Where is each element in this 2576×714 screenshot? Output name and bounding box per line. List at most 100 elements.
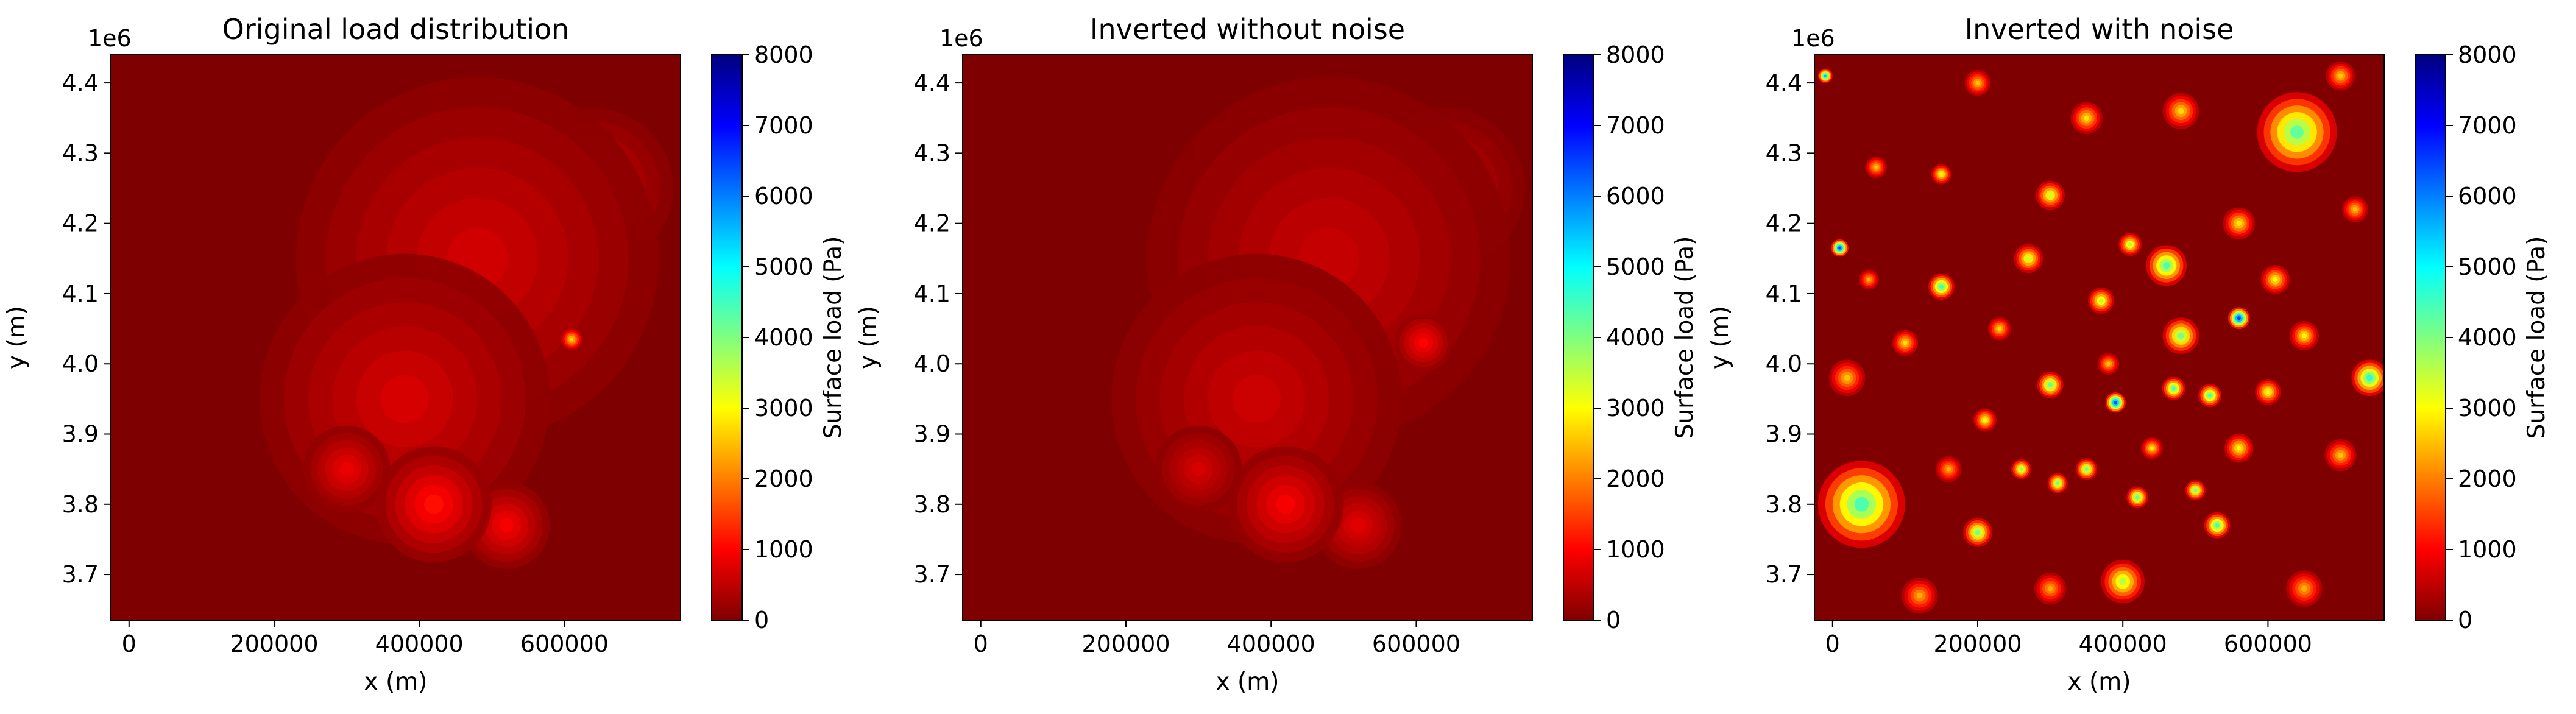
load-feature-ring	[2178, 333, 2184, 339]
colorbar	[711, 54, 743, 621]
x-axis-label: x (m)	[364, 668, 428, 696]
x-tick-label: 200000	[1081, 631, 1170, 657]
x-tick-label: 400000	[375, 631, 464, 657]
colorbar-tick-label: 8000	[2458, 41, 2517, 68]
load-feature-ring	[1351, 518, 1366, 533]
colorbar-tick-label: 2000	[2458, 465, 2517, 492]
load-feature-ring	[339, 462, 355, 477]
colorbar-label: Surface load (Pa)	[819, 236, 847, 439]
load-feature	[2227, 307, 2250, 330]
load-feature-ring	[2119, 578, 2127, 585]
y-tick-label: 4.0	[62, 350, 99, 377]
load-feature-ring	[2150, 446, 2154, 450]
colorbar-tick-label: 7000	[2458, 112, 2517, 139]
y-tick-label: 4.3	[1766, 140, 1802, 166]
y-tick-label: 3.7	[914, 561, 950, 588]
y-tick-label: 4.2	[914, 210, 950, 237]
load-feature	[2011, 459, 2032, 479]
colorbar-tick-label: 8000	[1606, 41, 1665, 68]
load-feature	[2162, 93, 2199, 130]
load-feature	[1973, 408, 1997, 432]
load-feature	[1831, 239, 1849, 257]
load-feature-ring	[2163, 262, 2170, 269]
chart-title: Original load distribution	[222, 13, 570, 46]
axes-frame	[1814, 54, 2385, 621]
colorbar	[1563, 54, 1594, 621]
load-feature	[2162, 376, 2185, 400]
load-feature	[2324, 439, 2357, 472]
heatmap-field	[1817, 61, 2384, 614]
load-feature	[2204, 512, 2231, 539]
load-feature	[1817, 461, 1905, 548]
load-feature	[2105, 392, 2126, 413]
load-feature-ring	[1824, 74, 1827, 77]
load-feature	[1931, 164, 1952, 185]
y-tick-label: 4.1	[62, 280, 99, 307]
colorbar-tick-label: 6000	[1606, 183, 1665, 210]
load-feature-ring	[380, 375, 430, 423]
colorbar-tick-label: 4000	[754, 324, 813, 351]
colorbar-tick-label: 7000	[754, 112, 813, 139]
load-feature-ring	[1997, 327, 2001, 331]
load-feature-ring	[1276, 494, 1295, 514]
load-feature	[2097, 353, 2120, 375]
y-offset-label: 1e6	[1791, 25, 1835, 52]
load-feature-ring	[1946, 467, 1951, 472]
y-tick-label: 3.8	[62, 491, 99, 518]
load-feature	[1892, 330, 1919, 356]
colorbar-tick-label: 0	[2458, 607, 2472, 634]
load-feature	[1817, 68, 1833, 83]
load-feature	[2118, 233, 2142, 256]
load-feature-ring	[2171, 386, 2176, 391]
load-feature-ring	[2237, 316, 2241, 320]
load-feature	[2198, 384, 2222, 408]
load-feature-ring	[424, 494, 444, 514]
x-tick-label: 600000	[2224, 631, 2312, 657]
y-axis-label: y (m)	[855, 306, 882, 369]
heatmap-field	[1111, 77, 1526, 569]
y-tick-label: 4.3	[62, 140, 99, 166]
load-feature	[2047, 473, 2068, 493]
load-feature-ring	[1903, 341, 1908, 345]
load-feature-ring	[499, 518, 514, 533]
load-feature-ring	[1838, 246, 1842, 250]
load-feature-ring	[2047, 585, 2053, 592]
load-feature	[2223, 207, 2255, 239]
x-tick-label: 600000	[520, 631, 609, 657]
colorbar-tick-label: 3000	[1606, 395, 1665, 422]
load-feature	[1858, 269, 1880, 290]
load-feature-ring	[1975, 80, 1980, 85]
colorbar-tick-label: 0	[754, 607, 769, 634]
chart-panel-2: 0 200000 400000 600000 3.7 3.8 3.9 4.0 4.1 4.2 4.3…	[855, 13, 1699, 696]
load-feature-ring	[2215, 523, 2220, 528]
load-feature	[375, 446, 492, 563]
y-offset-label: 1e6	[939, 25, 983, 52]
load-feature-ring	[2301, 585, 2307, 592]
load-feature-ring	[2106, 362, 2111, 366]
load-feature	[2290, 321, 2319, 350]
y-tick-label: 4.3	[914, 140, 950, 166]
y-tick-label: 3.7	[1766, 561, 1802, 588]
colorbar-tick-label: 4000	[2458, 324, 2517, 351]
y-tick-label: 3.8	[914, 491, 950, 518]
load-feature	[1828, 359, 1866, 397]
load-feature-ring	[2048, 193, 2053, 198]
load-feature-ring	[1844, 375, 1850, 381]
load-feature-ring	[2338, 73, 2343, 79]
y-axis-label: y (m)	[3, 306, 30, 369]
load-feature	[1901, 577, 1938, 614]
load-feature	[2034, 572, 2067, 605]
load-feature	[1963, 518, 1992, 547]
x-tick-label: 400000	[2079, 631, 2167, 657]
chart-title: Inverted with noise	[1965, 13, 2234, 46]
load-feature-ring	[2352, 207, 2357, 212]
load-feature	[2037, 372, 2064, 398]
load-feature	[2070, 102, 2103, 134]
x-tick-label: 0	[122, 631, 136, 657]
colorbar-tick-label: 7000	[1606, 112, 1665, 139]
chart-title: Inverted without noise	[1090, 13, 1405, 46]
colorbar-tick-label: 1000	[754, 536, 813, 563]
y-tick-label: 4.1	[1766, 280, 1802, 307]
y-tick-label: 4.4	[1766, 69, 1802, 96]
